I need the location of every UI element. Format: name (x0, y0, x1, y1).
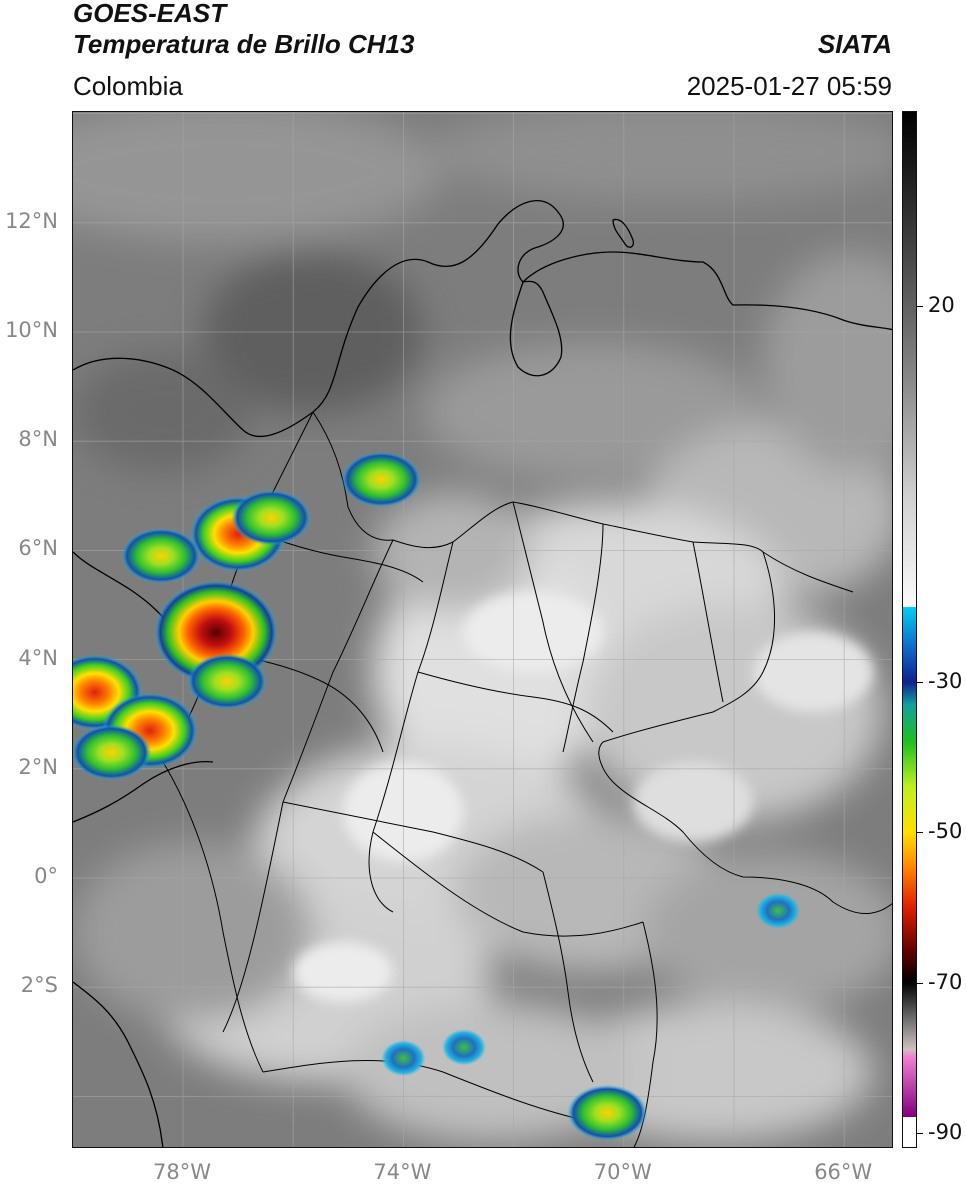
latitude-label: 0° (34, 864, 58, 888)
storm-cell (120, 527, 201, 584)
colorbar-tick (917, 982, 923, 984)
title-satellite: GOES-EAST (73, 0, 227, 28)
colorbar-label: -30 (928, 669, 963, 694)
temperature-colorbar (902, 111, 917, 1148)
title-product: Temperatura de Brillo CH13 (73, 29, 415, 59)
storm-cell (756, 892, 801, 929)
storm-cell (567, 1084, 648, 1141)
storm-cell (442, 1029, 487, 1066)
colorbar-label: -90 (928, 1119, 963, 1144)
storm-cell (341, 451, 422, 508)
storm-cell (231, 489, 312, 546)
latitude-label: 4°N (18, 645, 58, 670)
latitude-label: 2°S (20, 973, 58, 998)
satellite-map (73, 112, 892, 1147)
colorbar-label: -70 (928, 969, 963, 994)
colorbar-tick (917, 1132, 923, 1134)
storm-cell (73, 724, 152, 781)
colorbar-tick (917, 832, 923, 834)
colorbar-tick (917, 682, 923, 684)
latitude-label: 12°N (5, 208, 58, 233)
longitude-label: 78°W (153, 1160, 211, 1184)
colorbar-label: -50 (928, 819, 963, 844)
latitude-label: 10°N (5, 318, 58, 342)
organization-label: SIATA (817, 29, 892, 59)
colorbar-label: 20 (928, 293, 955, 318)
latitude-label: 2°N (18, 754, 58, 779)
storm-cell (381, 1040, 426, 1077)
latitude-label: 6°N (18, 536, 58, 561)
storm-cell (187, 653, 268, 710)
latitude-label: 8°N (18, 427, 58, 452)
datetime-label: 2025-01-27 05:59 (686, 71, 892, 101)
longitude-label: 74°W (373, 1160, 432, 1184)
graticule (73, 112, 892, 1147)
longitude-label: 66°W (814, 1160, 873, 1184)
longitude-label: 70°W (593, 1160, 652, 1184)
map-panel (72, 111, 893, 1148)
storm-layer (73, 451, 801, 1141)
region-label: Colombia (73, 71, 183, 101)
colorbar-tick (917, 306, 923, 308)
cloud-field (73, 112, 892, 1142)
